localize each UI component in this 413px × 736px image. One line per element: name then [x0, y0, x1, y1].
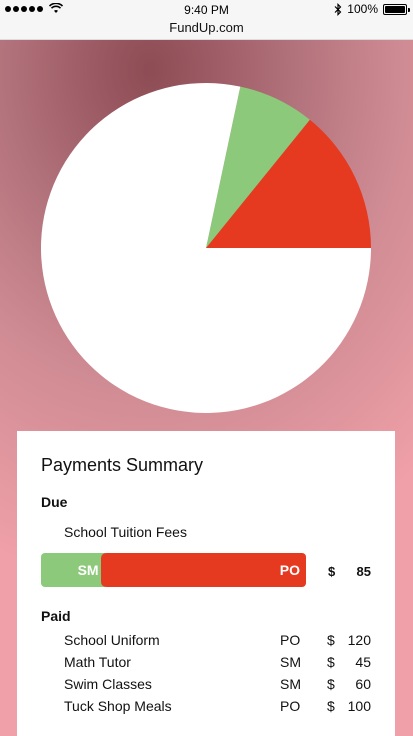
status-right: 100% — [334, 2, 410, 16]
paid-item-name: Swim Classes — [64, 676, 152, 692]
battery-percentage: 100% — [347, 2, 378, 16]
paid-item-method: SM — [280, 654, 301, 670]
due-currency: $ — [328, 564, 336, 579]
paid-item-method: PO — [280, 698, 301, 714]
url-text: FundUp.com — [169, 20, 244, 35]
paid-item-amount: 45 — [355, 654, 371, 670]
signal-dots-icon — [5, 5, 43, 12]
status-bar: 9:40 PM 100% — [0, 0, 413, 20]
paid-item-method: SM — [280, 676, 301, 692]
due-heading: Due — [41, 494, 68, 510]
bar-segment-po[interactable]: PO — [100, 553, 306, 587]
due-amount: 85 — [356, 564, 371, 579]
paid-item-currency: $ — [327, 676, 335, 692]
paid-item-amount: 100 — [347, 698, 371, 714]
due-item-name: School Tuition Fees — [64, 524, 187, 540]
paid-item-currency: $ — [327, 698, 335, 714]
paid-item-name: School Uniform — [64, 632, 160, 648]
card-title: Payments Summary — [41, 455, 204, 475]
payments-summary-card: Payments Summary Due School Tuition Fees… — [17, 431, 395, 736]
pie-chart-svg — [40, 83, 371, 414]
wifi-icon — [49, 3, 63, 13]
paid-list: School Uniform PO $ 120 Math Tutor SM $ … — [17, 630, 395, 718]
list-item[interactable]: Swim Classes SM $ 60 — [17, 674, 395, 696]
list-item[interactable]: School Uniform PO $ 120 — [17, 630, 395, 652]
paid-heading: Paid — [41, 608, 71, 624]
list-item[interactable]: Math Tutor SM $ 45 — [17, 652, 395, 674]
paid-item-name: Math Tutor — [64, 654, 131, 670]
list-item[interactable]: Tuck Shop Meals PO $ 100 — [17, 696, 395, 718]
bluetooth-icon — [334, 2, 342, 16]
paid-item-amount: 120 — [347, 632, 371, 648]
paid-item-amount: 60 — [355, 676, 371, 692]
paid-item-currency: $ — [327, 632, 335, 648]
pie-slice-sm — [206, 86, 310, 248]
pie-chart — [40, 82, 372, 414]
battery-icon — [383, 3, 410, 15]
status-time: 9:40 PM — [184, 3, 229, 17]
paid-item-currency: $ — [327, 654, 335, 670]
paid-item-method: PO — [280, 632, 301, 648]
url-bar[interactable]: FundUp.com — [0, 20, 413, 40]
paid-item-name: Tuck Shop Meals — [64, 698, 172, 714]
bar-segment-sm[interactable]: SM — [41, 553, 105, 587]
pie-slice-po — [206, 119, 371, 248]
pie-slice-remaining — [40, 83, 371, 414]
due-payment-bar[interactable]: SM PO — [41, 553, 306, 587]
status-left — [5, 3, 63, 14]
